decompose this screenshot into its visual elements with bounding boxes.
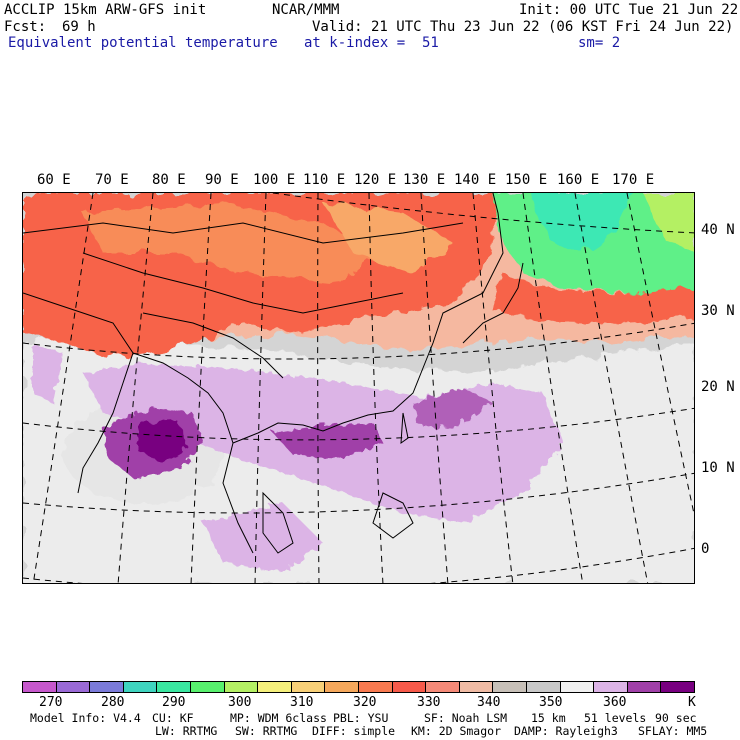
footer-levels: 51 levels (584, 711, 647, 725)
colorbar-label: 320 (353, 695, 377, 710)
colorbar-swatch (493, 682, 527, 692)
map-panel[interactable] (22, 192, 695, 584)
colorbar-swatch (426, 682, 460, 692)
colorbar-swatch (56, 682, 91, 692)
colorbar (22, 681, 695, 693)
colorbar-swatch (157, 682, 191, 692)
footer-km: KM: 2D Smagor (411, 724, 502, 738)
lon-label: 100 E (253, 172, 296, 188)
lon-label: 60 E (37, 172, 71, 188)
org-label: NCAR/MMM (272, 2, 340, 18)
lon-label: 120 E (354, 172, 397, 188)
colorbar-swatch (392, 682, 427, 692)
colorbar-label: 280 (101, 695, 125, 710)
coastlines (23, 193, 524, 554)
valid-time: Valid: 21 UTC Thu 23 Jun 22 (06 KST Fri … (312, 19, 734, 35)
colorbar-swatch (661, 682, 694, 692)
fcst-value: 69 h (62, 19, 96, 35)
colorbar-swatch (358, 682, 393, 692)
lon-label: 110 E (303, 172, 346, 188)
footer-grid: 15 km (531, 711, 566, 725)
colorbar-label: 270 (39, 695, 63, 710)
footer-sw: SW: RRTMG (235, 724, 298, 738)
lon-label: 170 E (612, 172, 655, 188)
footer-diff: DIFF: simple (312, 724, 396, 738)
lat-label: 30 N (701, 303, 735, 319)
colorbar-swatch (594, 682, 628, 692)
colorbar-swatch (325, 682, 359, 692)
footer-model-info: Model Info: V4.4 (30, 711, 141, 725)
lat-label: 20 N (701, 379, 735, 395)
colorbar-swatch (90, 682, 124, 692)
footer-sf: SF: Noah LSM (424, 711, 508, 725)
lon-label: 140 E (454, 172, 497, 188)
colorbar-swatch (23, 682, 57, 692)
colorbar-label: 300 (228, 695, 252, 710)
cool-region (493, 193, 694, 293)
colorbar-swatch (224, 682, 259, 692)
footer-cu: CU: KF (152, 711, 194, 725)
smooth-label: sm= 2 (578, 35, 621, 51)
colorbar-swatch (291, 682, 326, 692)
field-name: Equivalent potential temperature (8, 35, 278, 51)
lon-label: 80 E (152, 172, 186, 188)
theta-e-field (23, 193, 694, 583)
colorbar-swatch (560, 682, 595, 692)
graticule (23, 193, 694, 583)
colorbar-label: 330 (417, 695, 441, 710)
colorbar-label: 360 (603, 695, 627, 710)
colorbar-label: 340 (477, 695, 501, 710)
lat-label: 0 (701, 541, 710, 557)
lat-label: 10 N (701, 460, 735, 476)
footer-lw: LW: RRTMG (155, 724, 218, 738)
colorbar-swatch (123, 682, 158, 692)
colorbar-swatch (526, 682, 561, 692)
lon-label: 160 E (557, 172, 600, 188)
colorbar-swatch (190, 682, 225, 692)
colorbar-unit: K (688, 695, 696, 710)
level-label: at k-index = 51 (304, 35, 439, 51)
footer-damp: DAMP: Rayleigh3 (514, 724, 618, 738)
lat-label: 40 N (701, 222, 735, 238)
lon-label: 130 E (403, 172, 446, 188)
fcst-label: Fcst: (4, 19, 47, 35)
footer-pbl: PBL: YSU (333, 711, 389, 725)
colorbar-swatch (627, 682, 662, 692)
lon-label: 70 E (95, 172, 129, 188)
colorbar-label: 310 (290, 695, 314, 710)
colorbar-swatch (459, 682, 494, 692)
footer-timestep: 90 sec (655, 711, 697, 725)
footer-sflay: SFLAY: MM5 (638, 724, 708, 738)
model-title: ACCLIP 15km ARW-GFS init (4, 2, 207, 18)
colorbar-swatch (258, 682, 292, 692)
footer-mp: MP: WDM 6class (230, 711, 327, 725)
lon-label: 90 E (205, 172, 239, 188)
colorbar-label: 350 (539, 695, 563, 710)
lon-label: 150 E (505, 172, 548, 188)
init-time: Init: 00 UTC Tue 21 Jun 22 (519, 2, 739, 18)
colorbar-label: 290 (162, 695, 186, 710)
